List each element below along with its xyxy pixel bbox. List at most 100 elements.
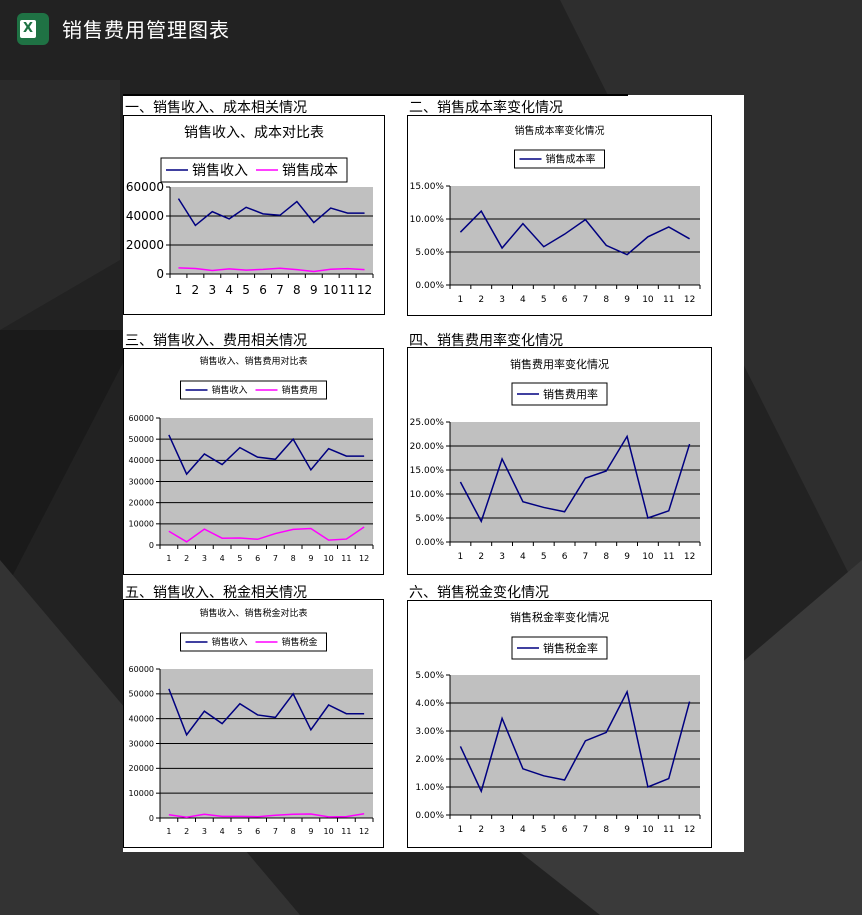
series-line-1 bbox=[168, 688, 365, 737]
series-line-1 bbox=[459, 434, 691, 524]
x-tick-label: 8 bbox=[603, 552, 609, 562]
series-line-2 bbox=[168, 526, 365, 543]
x-tick-label: 11 bbox=[663, 825, 674, 835]
y-tick-label: 40000 bbox=[129, 714, 154, 723]
x-tick-label: 2 bbox=[478, 295, 484, 305]
y-tick-label: 5.00% bbox=[415, 671, 444, 681]
section-heading-4: 四、销售费用率变化情况 bbox=[409, 333, 563, 349]
x-tick-label: 11 bbox=[341, 554, 351, 563]
series-line-2 bbox=[178, 267, 365, 273]
y-tick-label: 3.00% bbox=[415, 727, 444, 737]
y-tick-label: 20.00% bbox=[410, 442, 445, 452]
chart-title: 销售收入、成本对比表 bbox=[184, 125, 324, 141]
x-tick-label: 2 bbox=[478, 552, 484, 562]
x-tick-label: 4 bbox=[520, 825, 526, 835]
x-tick-label: 5 bbox=[242, 283, 250, 297]
x-tick-label: 4 bbox=[520, 552, 526, 562]
legend-box bbox=[180, 380, 327, 400]
plot-area bbox=[450, 675, 700, 815]
x-tick-label: 4 bbox=[220, 554, 225, 563]
legend-label-1: 销售收入 bbox=[212, 636, 248, 648]
legend-box bbox=[160, 157, 348, 183]
x-tick-label: 7 bbox=[273, 554, 278, 563]
x-tick-label: 8 bbox=[291, 827, 296, 836]
y-tick-label: 50000 bbox=[129, 435, 154, 444]
x-tick-label: 1 bbox=[175, 283, 183, 297]
legend-label-1: 销售成本率 bbox=[546, 153, 596, 166]
plot-area bbox=[450, 422, 700, 542]
x-tick-label: 2 bbox=[192, 283, 200, 297]
x-tick-label: 7 bbox=[583, 295, 589, 305]
series-line-2 bbox=[168, 813, 365, 819]
x-tick-label: 10 bbox=[323, 283, 338, 297]
x-tick-label: 8 bbox=[293, 283, 301, 297]
y-tick-label: 0 bbox=[156, 267, 164, 281]
x-tick-label: 3 bbox=[499, 552, 505, 562]
y-tick-label: 15.00% bbox=[410, 466, 445, 476]
x-tick-label: 2 bbox=[184, 554, 189, 563]
series-line-1 bbox=[459, 209, 690, 256]
x-tick-label: 8 bbox=[291, 554, 296, 563]
legend-box bbox=[511, 636, 608, 660]
y-tick-label: 0 bbox=[149, 541, 154, 550]
x-tick-label: 5 bbox=[237, 554, 242, 563]
x-tick-label: 2 bbox=[184, 827, 189, 836]
x-tick-label: 3 bbox=[499, 295, 505, 305]
legend-box bbox=[514, 149, 605, 169]
y-tick-label: 0.00% bbox=[415, 811, 444, 821]
y-tick-label: 30000 bbox=[129, 739, 154, 748]
x-tick-label: 4 bbox=[225, 283, 233, 297]
legend-label-1: 销售费用率 bbox=[543, 387, 598, 401]
y-tick-label: 10000 bbox=[129, 520, 154, 529]
x-tick-label: 6 bbox=[259, 283, 267, 297]
x-tick-label: 10 bbox=[642, 552, 654, 562]
excel-icon: X bbox=[17, 13, 49, 45]
x-tick-label: 1 bbox=[458, 825, 464, 835]
x-tick-label: 6 bbox=[562, 825, 568, 835]
x-tick-label: 10 bbox=[324, 827, 334, 836]
section-heading-1: 一、销售收入、成本相关情况 bbox=[125, 100, 307, 116]
legend-box bbox=[180, 632, 327, 652]
legend-label-1: 销售收入 bbox=[212, 384, 248, 396]
y-tick-label: 4.00% bbox=[415, 699, 444, 709]
x-tick-label: 1 bbox=[458, 295, 464, 305]
x-tick-label: 10 bbox=[642, 295, 654, 305]
x-tick-label: 1 bbox=[458, 552, 464, 562]
plot-area bbox=[450, 186, 700, 285]
y-tick-label: 10000 bbox=[129, 789, 154, 798]
x-tick-label: 7 bbox=[276, 283, 284, 297]
x-tick-label: 6 bbox=[562, 552, 568, 562]
y-tick-label: 0.00% bbox=[415, 538, 444, 548]
y-tick-label: 40000 bbox=[126, 209, 164, 223]
x-tick-label: 7 bbox=[273, 827, 278, 836]
legend-box bbox=[511, 382, 608, 406]
legend-label-2: 销售成本 bbox=[282, 163, 338, 179]
x-tick-label: 12 bbox=[359, 554, 369, 563]
x-tick-label: 8 bbox=[603, 825, 609, 835]
chart-title: 销售费用率变化情况 bbox=[510, 357, 609, 371]
x-tick-label: 1 bbox=[166, 554, 171, 563]
y-tick-label: 20000 bbox=[129, 498, 154, 507]
y-tick-label: 20000 bbox=[126, 238, 164, 252]
page-title: 销售费用管理图表 bbox=[62, 18, 230, 42]
x-tick-label: 7 bbox=[583, 552, 589, 562]
x-tick-label: 12 bbox=[684, 552, 695, 562]
x-tick-label: 11 bbox=[663, 295, 674, 305]
x-tick-label: 3 bbox=[499, 825, 505, 835]
x-tick-label: 9 bbox=[624, 825, 630, 835]
section-heading-3: 三、销售收入、费用相关情况 bbox=[125, 333, 307, 349]
x-tick-label: 9 bbox=[308, 554, 313, 563]
y-tick-label: 60000 bbox=[129, 665, 154, 674]
x-tick-label: 9 bbox=[624, 552, 630, 562]
x-tick-label: 4 bbox=[220, 827, 225, 836]
y-tick-label: 20000 bbox=[129, 764, 154, 773]
section-heading-6: 六、销售税金变化情况 bbox=[409, 585, 549, 601]
chart-title: 销售税金率变化情况 bbox=[510, 610, 609, 624]
y-tick-label: 5.00% bbox=[415, 248, 444, 258]
x-tick-label: 12 bbox=[684, 825, 695, 835]
chart-title: 销售成本率变化情况 bbox=[515, 124, 605, 137]
x-tick-label: 12 bbox=[684, 295, 695, 305]
